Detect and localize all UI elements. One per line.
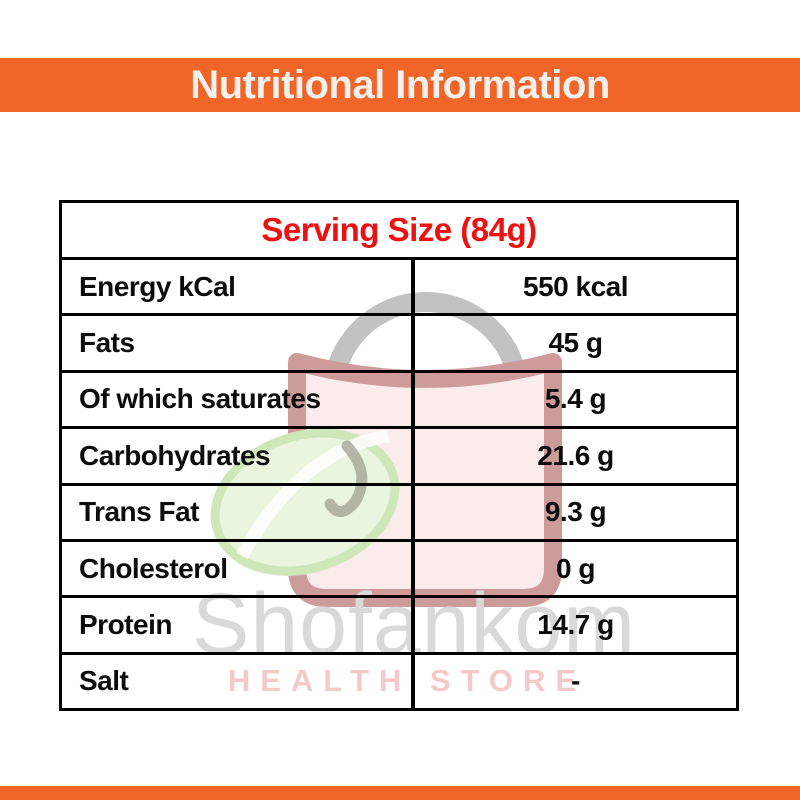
table-row-fats: Fats 45 g: [62, 313, 736, 370]
table-row-salt: Salt -: [62, 651, 736, 708]
nutrition-table: Serving Size (84g) Energy kCal 550 kcal …: [59, 200, 739, 711]
table-row-energy: Energy kCal 550 kcal: [62, 260, 736, 314]
bottom-accent-bar: [0, 786, 800, 800]
nutrient-label: Cholesterol: [62, 541, 415, 596]
table-row-trans-fat: Trans Fat 9.3 g: [62, 482, 736, 539]
table-row-carbohydrates: Carbohydrates 21.6 g: [62, 426, 736, 483]
nutrient-value: 9.3 g: [544, 496, 607, 528]
nutrient-label: Protein: [62, 598, 415, 652]
nutrient-value: 550 kcal: [523, 270, 629, 302]
nutrient-label: Trans Fat: [62, 485, 415, 539]
nutrient-value: 0 g: [556, 552, 595, 584]
table-row-cholesterol: Cholesterol 0 g: [62, 538, 736, 596]
serving-size-title: Serving Size (84g): [261, 211, 537, 248]
nutrient-label: Salt: [62, 654, 415, 708]
nutrient-value: 5.4 g: [544, 383, 607, 415]
nutrient-value: 45 g: [548, 327, 603, 359]
title-banner: Nutritional Information: [0, 58, 800, 112]
serving-size-header: Serving Size (84g): [62, 203, 736, 260]
table-row-protein: Protein 14.7 g: [62, 595, 736, 652]
table-row-saturates: Of which saturates 5.4 g: [62, 369, 736, 427]
nutrient-label: Of which saturates: [62, 372, 415, 427]
nutrient-value: 21.6 g: [537, 439, 614, 471]
page-title: Nutritional Information: [190, 62, 610, 107]
nutrient-label: Fats: [62, 316, 415, 370]
nutrient-label: Energy kCal: [62, 260, 415, 314]
nutrient-value: -: [571, 665, 580, 697]
nutrient-label: Carbohydrates: [62, 429, 415, 483]
nutrient-value: 14.7 g: [537, 608, 614, 640]
